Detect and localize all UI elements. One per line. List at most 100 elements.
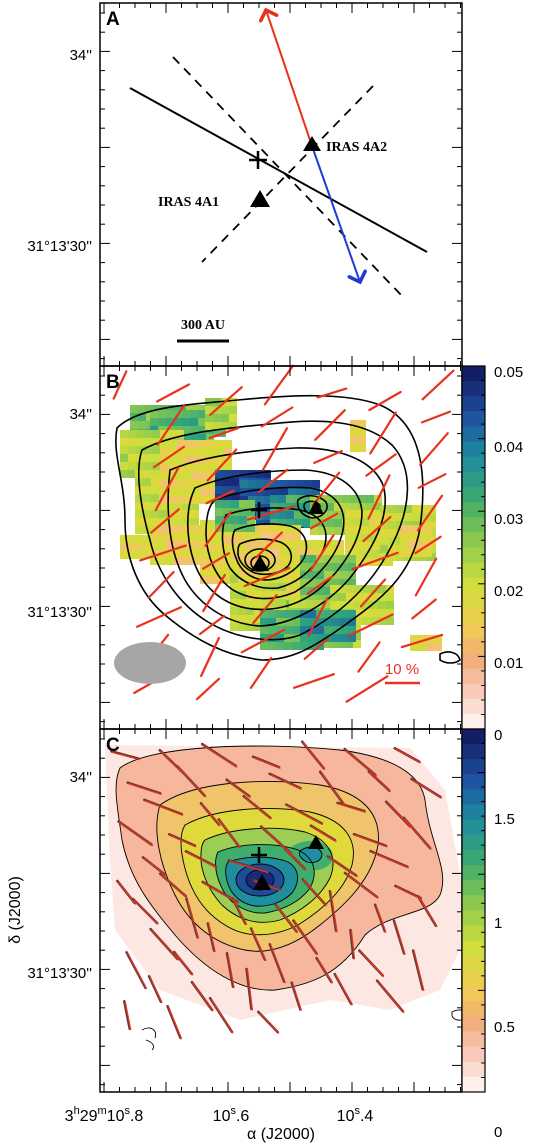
cbarB-band bbox=[462, 411, 485, 428]
pol-fraction-pixel bbox=[246, 615, 254, 623]
panel-c-center-cross bbox=[251, 847, 267, 863]
pol-fraction-pixel bbox=[198, 418, 206, 426]
pol-fraction-pixel bbox=[182, 426, 190, 434]
pol-fraction-pixel bbox=[362, 609, 370, 617]
pol-fraction-pixel bbox=[361, 542, 369, 550]
pol-fraction-pixel bbox=[378, 617, 386, 625]
pol-fraction-pixel bbox=[358, 495, 366, 503]
field-vector bbox=[350, 930, 356, 960]
pol-fraction-pixel bbox=[302, 503, 310, 511]
field-vector bbox=[328, 856, 358, 878]
pol-fraction-pixel bbox=[308, 610, 316, 618]
cbarB-band bbox=[462, 366, 485, 382]
pol-fraction-pixel bbox=[361, 518, 369, 526]
pol-fraction-pixel bbox=[208, 552, 216, 560]
pol-fraction-pixel bbox=[370, 617, 378, 625]
pol-fraction-pixel bbox=[354, 585, 362, 593]
pol-fraction-pixel bbox=[174, 549, 182, 557]
pol-fraction-pixel bbox=[330, 601, 338, 609]
pol-fraction-pixel bbox=[150, 541, 158, 549]
pol-fraction-pixel bbox=[377, 558, 385, 566]
pol-vector bbox=[136, 606, 182, 628]
pol-fraction-pixel bbox=[231, 470, 239, 478]
x-tick-label-10.8: 3h29m10s.8 bbox=[65, 1105, 144, 1125]
pol-fraction-pixel bbox=[278, 495, 286, 503]
pol-fraction-pixel bbox=[362, 585, 370, 593]
pol-fraction-pixel bbox=[361, 534, 369, 542]
pol-fraction-pixel bbox=[230, 599, 238, 607]
pol-fraction-pixel bbox=[120, 470, 128, 478]
pol-fraction-pixel bbox=[198, 557, 206, 565]
pol-fraction-pixel bbox=[200, 520, 208, 528]
pol-fraction-pixel bbox=[192, 456, 200, 464]
pol-fraction-pixel bbox=[182, 410, 190, 418]
pol-fraction-pixel bbox=[276, 634, 284, 642]
pol-fraction-pixel bbox=[369, 518, 377, 526]
pol-fraction-pixel bbox=[434, 635, 442, 643]
pol-fraction-pixel bbox=[176, 440, 184, 448]
pol-fraction-pixel bbox=[216, 536, 224, 544]
pol-fraction-pixel bbox=[229, 398, 237, 406]
pol-fraction-pixel bbox=[160, 448, 168, 456]
pol-fraction-pixel bbox=[358, 420, 366, 428]
pol-fraction-pixel bbox=[253, 549, 261, 557]
pol-fraction-pixel bbox=[354, 601, 362, 609]
field-vector bbox=[320, 772, 346, 806]
pol-fraction-pixel bbox=[223, 478, 231, 486]
pol-fraction-pixel bbox=[166, 557, 174, 565]
pol-fraction-pixel bbox=[120, 462, 128, 470]
pol-fraction-pixel bbox=[138, 405, 146, 413]
pol-fraction-pixel bbox=[370, 585, 378, 593]
pol-fraction-pixel bbox=[269, 549, 277, 557]
pol-fraction-pixel bbox=[144, 462, 152, 470]
pol-fraction-pixel bbox=[245, 541, 253, 549]
pol-fraction-pixel bbox=[176, 480, 184, 488]
pol-fraction-pixel bbox=[208, 536, 216, 544]
pol-fraction-pixel bbox=[350, 420, 358, 428]
pol-fraction-pixel bbox=[143, 486, 151, 494]
pol-fraction-pixel bbox=[184, 448, 192, 456]
pol-fraction-pixel bbox=[182, 434, 190, 442]
field-vector bbox=[110, 750, 140, 760]
pol-fraction-pixel bbox=[263, 470, 271, 478]
pol-vector bbox=[255, 531, 283, 559]
pol-fraction-pixel bbox=[362, 593, 370, 601]
pol-fraction-pixel bbox=[221, 414, 229, 422]
pol-fraction-pixel bbox=[200, 496, 208, 504]
pol-fraction-pixel bbox=[396, 505, 404, 513]
pol-fraction-pixel bbox=[143, 518, 151, 526]
pol-fraction-pixel bbox=[262, 591, 270, 599]
pol-fraction-pixel bbox=[292, 642, 300, 650]
pol-fraction-pixel bbox=[370, 593, 378, 601]
pol-vector bbox=[411, 598, 437, 620]
pol-fraction-pixel bbox=[224, 448, 232, 456]
pol-fraction-pixel bbox=[254, 623, 262, 631]
field-vector bbox=[203, 882, 239, 904]
field-vector bbox=[123, 999, 131, 1030]
pol-fraction-pixel bbox=[238, 599, 246, 607]
pol-fraction-pixel bbox=[353, 640, 361, 648]
pol-fraction-pixel bbox=[128, 446, 136, 454]
x-tick-label-10.6: 10s.6 bbox=[213, 1105, 250, 1125]
pol-fraction-pixel bbox=[361, 558, 369, 566]
pol-fraction-pixel bbox=[340, 579, 348, 587]
pol-fraction-pixel bbox=[174, 525, 182, 533]
pol-fraction-pixel bbox=[176, 496, 184, 504]
pol-fraction-pixel bbox=[388, 529, 396, 537]
pol-fraction-pixel bbox=[416, 549, 424, 557]
pol-fraction-pixel bbox=[278, 575, 286, 583]
pol-fraction-pixel bbox=[408, 549, 416, 557]
cbarB-band bbox=[462, 517, 485, 533]
pol-fraction-pixel bbox=[348, 579, 356, 587]
pol-fraction-pixel bbox=[144, 438, 152, 446]
pol-fraction-pixel bbox=[128, 470, 136, 478]
pol-fraction-pixel bbox=[330, 585, 338, 593]
pol-fraction-pixel bbox=[350, 495, 358, 503]
pol-fraction-pixel bbox=[128, 535, 136, 543]
field-vector bbox=[143, 857, 167, 877]
pol-fraction-pixel bbox=[190, 426, 198, 434]
field-vector bbox=[144, 800, 184, 816]
pol-fraction-pixel bbox=[284, 618, 292, 626]
pol-fraction-pixel bbox=[231, 486, 239, 494]
pol-fraction-pixel bbox=[158, 541, 166, 549]
